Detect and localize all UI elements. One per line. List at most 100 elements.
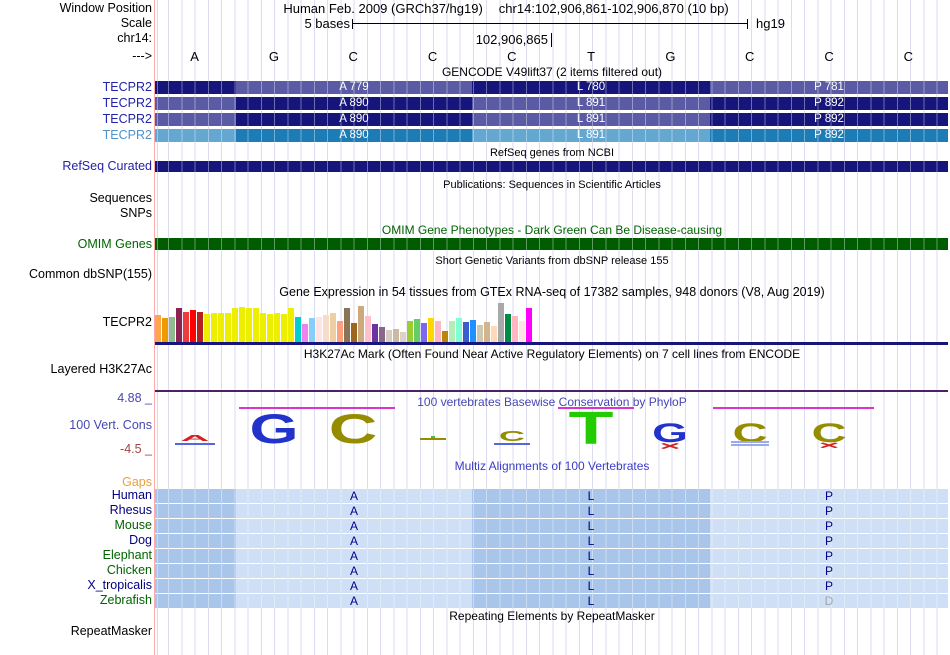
gtex-tissue-bar[interactable]	[218, 312, 224, 342]
gencode-row-label[interactable]: TECPR2	[102, 80, 152, 94]
gtex-tissue-bar[interactable]	[288, 308, 294, 342]
gtex-tissue-bar[interactable]	[421, 322, 427, 342]
gtex-tissue-bar[interactable]	[176, 308, 182, 342]
gtex-tissue-bar[interactable]	[183, 311, 189, 342]
gencode-exon-segment[interactable]	[236, 81, 472, 94]
gtex-tissue-bar[interactable]	[204, 314, 210, 342]
gtex-gene-label[interactable]: TECPR2	[102, 315, 152, 329]
gencode-exon-segment[interactable]	[236, 129, 472, 142]
gtex-tissue-bar[interactable]	[281, 314, 287, 342]
multiz-alignment-segment[interactable]	[236, 534, 472, 548]
gtex-tissue-bar[interactable]	[435, 321, 441, 342]
multiz-alignment-segment[interactable]	[236, 489, 472, 503]
gtex-tissue-bar[interactable]	[344, 307, 350, 342]
gencode-exon-segment[interactable]	[472, 81, 710, 94]
multiz-alignment-segment[interactable]	[472, 534, 710, 548]
multiz-alignment-segment[interactable]	[472, 489, 710, 503]
multiz-alignment-segment[interactable]	[155, 579, 236, 593]
multiz-species-label[interactable]: Dog	[129, 533, 152, 547]
gtex-tissue-bar[interactable]	[253, 308, 259, 342]
multiz-alignment-segment[interactable]	[710, 534, 948, 548]
gtex-tissue-bar[interactable]	[316, 317, 322, 342]
multiz-alignment-segment[interactable]	[236, 564, 472, 578]
multiz-alignment-segment[interactable]	[236, 594, 472, 608]
multiz-alignment-segment[interactable]	[155, 549, 236, 563]
multiz-alignment-segment[interactable]	[155, 594, 236, 608]
gencode-exon-segment[interactable]	[155, 113, 236, 126]
h3k27ac-label[interactable]: Layered H3K27Ac	[50, 362, 152, 376]
gtex-tissue-bar[interactable]	[463, 322, 469, 342]
gtex-tissue-bar[interactable]	[260, 312, 266, 342]
gtex-tissue-bar[interactable]	[386, 330, 392, 342]
gencode-row-label[interactable]: TECPR2	[102, 128, 152, 142]
gtex-tissue-bar[interactable]	[162, 318, 168, 342]
gtex-tissue-bar[interactable]	[379, 326, 385, 342]
multiz-alignment-segment[interactable]	[710, 579, 948, 593]
gtex-tissue-bar[interactable]	[239, 306, 245, 342]
gtex-tissue-bar[interactable]	[428, 318, 434, 342]
gtex-tissue-bar[interactable]	[456, 318, 462, 342]
multiz-alignment-segment[interactable]	[472, 549, 710, 563]
gencode-exon-segment[interactable]	[710, 81, 948, 94]
gtex-tissue-bar[interactable]	[449, 321, 455, 342]
gtex-tissue-bar[interactable]	[400, 331, 406, 342]
multiz-alignment-segment[interactable]	[155, 504, 236, 518]
gtex-tissue-bar[interactable]	[519, 321, 525, 342]
multiz-alignment-segment[interactable]	[710, 504, 948, 518]
gtex-tissue-bar[interactable]	[197, 311, 203, 342]
multiz-species-label[interactable]: Zebrafish	[99, 593, 152, 607]
multiz-alignment-segment[interactable]	[710, 549, 948, 563]
multiz-species-label[interactable]: Elephant	[102, 548, 152, 562]
gtex-tissue-bar[interactable]	[526, 308, 532, 342]
omim-genes-label[interactable]: OMIM Genes	[77, 237, 152, 251]
refseq-curated-label[interactable]: RefSeq Curated	[62, 159, 152, 173]
gencode-exon-segment[interactable]	[236, 97, 472, 110]
multiz-species-label[interactable]: Mouse	[114, 518, 152, 532]
multiz-alignment-segment[interactable]	[710, 489, 948, 503]
multiz-alignment-segment[interactable]	[472, 519, 710, 533]
multiz-alignment-segment[interactable]	[710, 594, 948, 608]
multiz-alignment-segment[interactable]	[710, 564, 948, 578]
gencode-exon-segment[interactable]	[472, 113, 710, 126]
gencode-exon-segment[interactable]	[472, 97, 710, 110]
gencode-exon-segment[interactable]	[155, 129, 236, 142]
gtex-tissue-bar[interactable]	[484, 322, 490, 342]
gtex-tissue-bar[interactable]	[358, 306, 364, 342]
multiz-alignment-segment[interactable]	[236, 549, 472, 563]
gencode-exon-segment[interactable]	[472, 129, 710, 142]
gtex-tissue-bar[interactable]	[330, 312, 336, 342]
gtex-tissue-bar[interactable]	[393, 328, 399, 342]
multiz-alignment-segment[interactable]	[710, 519, 948, 533]
gencode-row-label[interactable]: TECPR2	[102, 96, 152, 110]
multiz-species-label[interactable]: Rhesus	[109, 503, 152, 517]
gencode-exon-segment[interactable]	[710, 129, 948, 142]
refseq-curated-item[interactable]	[155, 161, 948, 172]
gtex-tissue-bar[interactable]	[491, 326, 497, 342]
gtex-tissue-bar[interactable]	[295, 317, 301, 342]
gtex-tissue-bar[interactable]	[155, 314, 161, 342]
multiz-species-label[interactable]: X_tropicalis	[87, 578, 152, 592]
multiz-alignment-segment[interactable]	[472, 564, 710, 578]
sequences-label[interactable]: Sequences	[89, 191, 152, 205]
gtex-tissue-bar[interactable]	[169, 317, 175, 342]
gencode-row-label[interactable]: TECPR2	[102, 112, 152, 126]
gtex-tissue-bar[interactable]	[351, 322, 357, 342]
common-dbsnp-label[interactable]: Common dbSNP(155)	[29, 267, 152, 281]
gtex-tissue-bar[interactable]	[414, 318, 420, 342]
gtex-tissue-bar[interactable]	[246, 307, 252, 342]
snps-label[interactable]: SNPs	[120, 206, 152, 220]
conservation-track-label[interactable]: 100 Vert. Cons	[69, 418, 152, 432]
gtex-tissue-bar[interactable]	[267, 314, 273, 342]
gtex-tissue-bar[interactable]	[477, 325, 483, 342]
gencode-exon-segment[interactable]	[155, 97, 236, 110]
multiz-alignment-segment[interactable]	[155, 519, 236, 533]
gtex-tissue-bar[interactable]	[323, 314, 329, 342]
gtex-tissue-bar[interactable]	[302, 324, 308, 342]
multiz-alignment-segment[interactable]	[155, 489, 236, 503]
gencode-exon-segment[interactable]	[710, 97, 948, 110]
gtex-tissue-bar[interactable]	[337, 321, 343, 342]
gtex-tissue-bar[interactable]	[470, 319, 476, 342]
gencode-exon-segment[interactable]	[236, 113, 472, 126]
gtex-tissue-bar[interactable]	[407, 321, 413, 342]
omim-gene-item[interactable]	[155, 238, 948, 250]
